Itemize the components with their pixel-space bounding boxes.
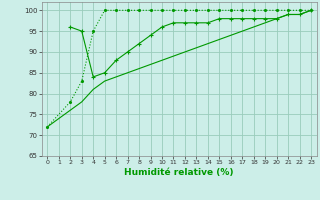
X-axis label: Humidité relative (%): Humidité relative (%) [124, 168, 234, 177]
